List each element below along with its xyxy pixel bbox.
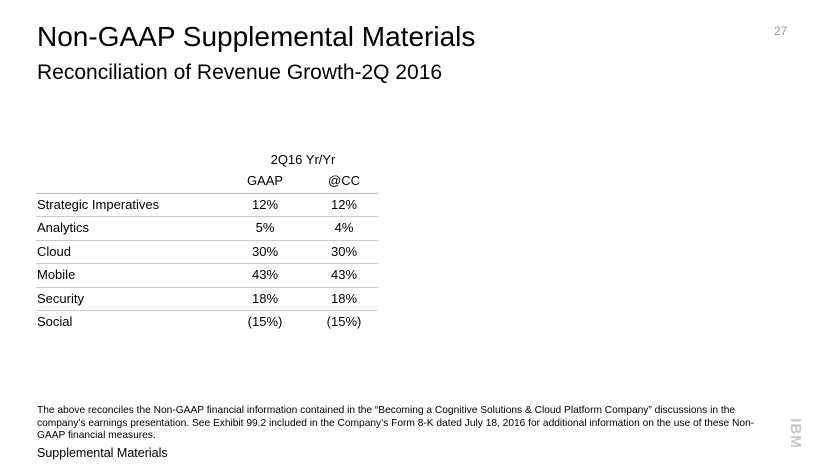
- cc-value: 43%: [330, 267, 358, 282]
- group-header-label: 2Q16 Yr/Yr: [270, 152, 336, 167]
- table-row: Cloud 30% 30%: [36, 241, 378, 264]
- page-title: Non-GAAP Supplemental Materials: [37, 21, 476, 52]
- cc-value: 18%: [330, 290, 358, 306]
- cc-value: 4%: [334, 220, 354, 235]
- table-row: Mobile 43% 43%: [36, 264, 378, 288]
- revenue-growth-table: 2Q16 Yr/Yr GAAP @CC Strategic Imperative…: [36, 150, 378, 334]
- cc-value: (15%): [326, 314, 362, 329]
- row-label: Cloud: [37, 243, 71, 259]
- column-header: [36, 170, 220, 193]
- table-row: Analytics 5% 4%: [36, 217, 378, 241]
- gaap-value: 5%: [255, 220, 275, 235]
- gaap-value: 30%: [251, 243, 279, 259]
- gaap-value: 43%: [251, 267, 279, 282]
- row-label: Social: [37, 314, 73, 329]
- gaap-value: (15%): [247, 314, 283, 329]
- cc-value: 12%: [330, 196, 358, 212]
- table-group-header: 2Q16 Yr/Yr: [36, 150, 378, 170]
- gaap-value: 18%: [251, 290, 279, 306]
- ibm-logo: IBM: [786, 418, 804, 449]
- footer-section-label: Supplemental Materials: [37, 446, 168, 460]
- row-label: Mobile: [37, 267, 76, 282]
- column-header-cc: @CC: [328, 173, 360, 188]
- gaap-value: 12%: [251, 196, 279, 212]
- cc-value: 30%: [330, 243, 358, 259]
- footnote: The above reconciles the Non-GAAP financ…: [37, 405, 755, 441]
- row-label: Analytics: [37, 220, 90, 235]
- page-number: 27: [774, 24, 788, 38]
- row-label: Security: [37, 290, 84, 306]
- table-header-row: GAAP @CC: [36, 170, 378, 194]
- table-row: Security 18% 18%: [36, 288, 378, 311]
- column-header-gaap: GAAP: [246, 173, 284, 188]
- page-subtitle: Reconciliation of Revenue Growth-2Q 2016: [37, 61, 443, 84]
- row-label: Strategic Imperatives: [37, 196, 160, 212]
- table-row: Social (15%) (15%): [36, 311, 378, 334]
- table-row: Strategic Imperatives 12% 12%: [36, 194, 378, 217]
